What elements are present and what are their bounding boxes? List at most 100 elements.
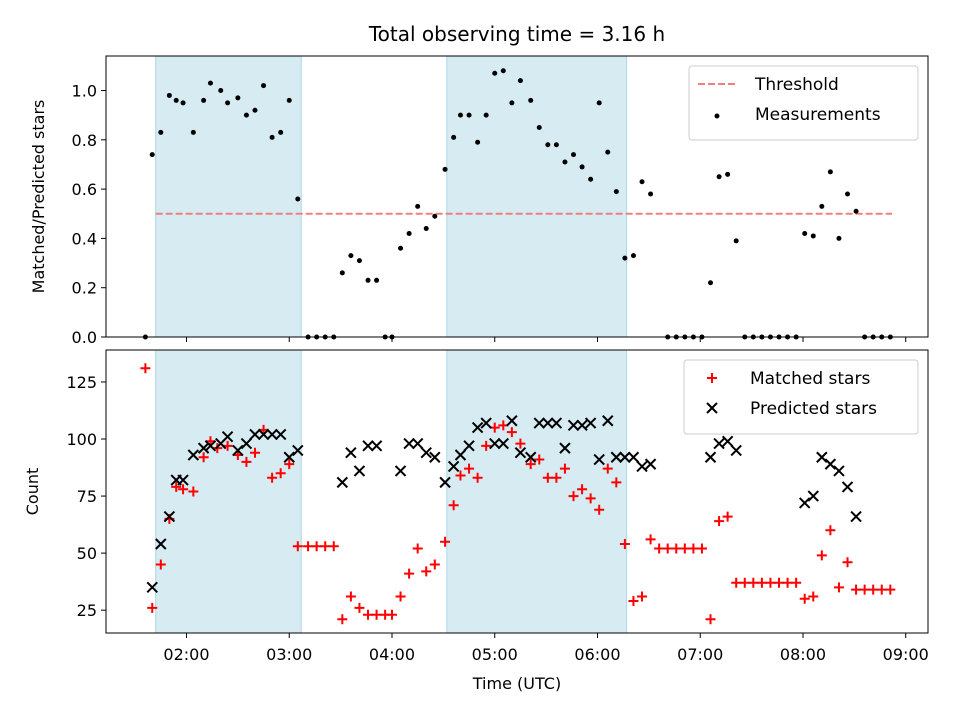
point-matched-stars-44 [515, 438, 526, 449]
point-measurements-10 [225, 100, 231, 106]
point-matched-stars-59 [645, 534, 656, 545]
point-measurements-1 [149, 152, 155, 158]
ytick-label-top-2: 0.4 [72, 229, 97, 248]
point-matched-stars-76 [791, 577, 802, 588]
legend-marker-top-1 [714, 113, 720, 119]
point-matched-stars-26 [363, 609, 374, 620]
point-predicted-stars-0 [146, 581, 158, 594]
point-matched-stars-85 [868, 584, 879, 595]
point-matched-stars-13 [249, 447, 260, 458]
point-predicted-stars-53 [704, 451, 717, 463]
shaded-interval-bottom-1 [446, 350, 627, 633]
point-measurements-44 [517, 78, 523, 84]
panel-bottom: 25 50 75 100 125 02:00 03:00 04:00 05:00 06:00 07:… [23, 349, 929, 693]
point-predicted-stars-44 [576, 419, 588, 432]
point-measurements-80 [836, 235, 842, 241]
point-predicted-stars-11 [240, 437, 253, 450]
point-predicted-stars-34 [489, 437, 501, 450]
point-matched-stars-12 [241, 456, 252, 467]
point-matched-stars-33 [421, 566, 432, 577]
point-matched-stars-72 [756, 577, 767, 588]
point-predicted-stars-57 [798, 497, 811, 509]
shaded-interval-bottom-0 [155, 350, 302, 633]
point-measurements-8 [207, 80, 213, 86]
point-matched-stars-64 [688, 543, 699, 554]
point-matched-stars-5 [178, 484, 189, 495]
point-predicted-stars-2 [163, 510, 176, 523]
axes-frame-bottom [105, 349, 929, 634]
point-measurements-46 [536, 124, 542, 130]
point-predicted-stars-39 [533, 417, 545, 429]
legend-label-top-0: Threshold [754, 75, 839, 95]
point-measurements-77 [810, 233, 816, 239]
point-matched-stars-82 [842, 557, 853, 568]
point-measurements-45 [528, 97, 534, 103]
point-matched-stars-31 [404, 568, 415, 579]
point-measurements-79 [827, 169, 833, 175]
point-matched-stars-25 [354, 602, 365, 613]
point-predicted-stars-22 [370, 440, 383, 452]
chart-title: Total observing time = 3.16 h [368, 22, 665, 46]
point-predicted-stars-36 [506, 415, 518, 427]
ytick-label-top-3: 0.6 [72, 180, 97, 199]
ytick-label-top-4: 0.8 [72, 131, 97, 150]
point-matched-stars-75 [782, 577, 793, 588]
series-predicted-stars [146, 415, 862, 594]
point-measurements-16 [278, 129, 284, 135]
legend-top: Threshold Measurements [688, 65, 919, 141]
point-matched-stars-43 [506, 427, 517, 438]
point-measurements-50 [571, 152, 577, 158]
point-measurements-33 [423, 226, 429, 232]
xtick-label-bottom-4: 06:00 [574, 645, 620, 664]
point-measurements-6 [190, 129, 196, 135]
ytick-label-top-0: 0.0 [72, 328, 97, 347]
point-measurements-18 [295, 196, 301, 202]
point-matched-stars-80 [825, 525, 836, 536]
point-measurements-52 [588, 176, 594, 182]
point-predicted-stars-46 [593, 453, 605, 466]
point-measurements-27 [374, 277, 380, 283]
point-measurements-24 [348, 253, 354, 259]
point-measurements-7 [201, 97, 207, 103]
point-measurements-65 [708, 280, 714, 286]
point-predicted-stars-43 [567, 419, 580, 432]
point-measurements-67 [725, 171, 731, 177]
point-predicted-stars-41 [550, 417, 563, 429]
point-measurements-82 [853, 208, 859, 214]
point-matched-stars-51 [577, 484, 588, 495]
point-measurements-78 [819, 203, 825, 209]
point-predicted-stars-55 [721, 435, 734, 447]
point-measurements-42 [500, 68, 506, 74]
point-predicted-stars-63 [850, 510, 862, 523]
point-measurements-13 [252, 107, 258, 113]
point-matched-stars-32 [412, 543, 423, 554]
point-measurements-81 [845, 191, 851, 197]
point-measurements-37 [457, 112, 463, 118]
point-measurements-4 [173, 97, 179, 103]
point-matched-stars-15 [267, 472, 278, 483]
point-measurements-39 [475, 139, 481, 145]
point-measurements-38 [466, 112, 472, 118]
point-matched-stars-36 [448, 500, 459, 511]
series-matched-stars [140, 363, 896, 625]
point-matched-stars-30 [395, 591, 406, 602]
point-measurements-26 [365, 277, 371, 283]
point-predicted-stars-21 [362, 440, 374, 452]
point-matched-stars-62 [671, 543, 682, 554]
point-matched-stars-87 [885, 584, 896, 595]
ylabel-bottom: Count [23, 468, 42, 516]
point-measurements-23 [339, 270, 345, 276]
xtick-label-bottom-7: 09:00 [883, 645, 929, 664]
point-predicted-stars-52 [644, 458, 657, 470]
point-measurements-15 [269, 134, 275, 140]
point-measurements-30 [398, 245, 404, 251]
point-predicted-stars-47 [602, 415, 614, 427]
point-predicted-stars-62 [841, 481, 854, 493]
point-matched-stars-6 [188, 486, 199, 497]
point-matched-stars-77 [799, 593, 810, 604]
point-predicted-stars-16 [283, 451, 295, 463]
point-matched-stars-21 [320, 541, 331, 552]
point-measurements-40 [483, 112, 489, 118]
point-matched-stars-58 [637, 591, 648, 602]
